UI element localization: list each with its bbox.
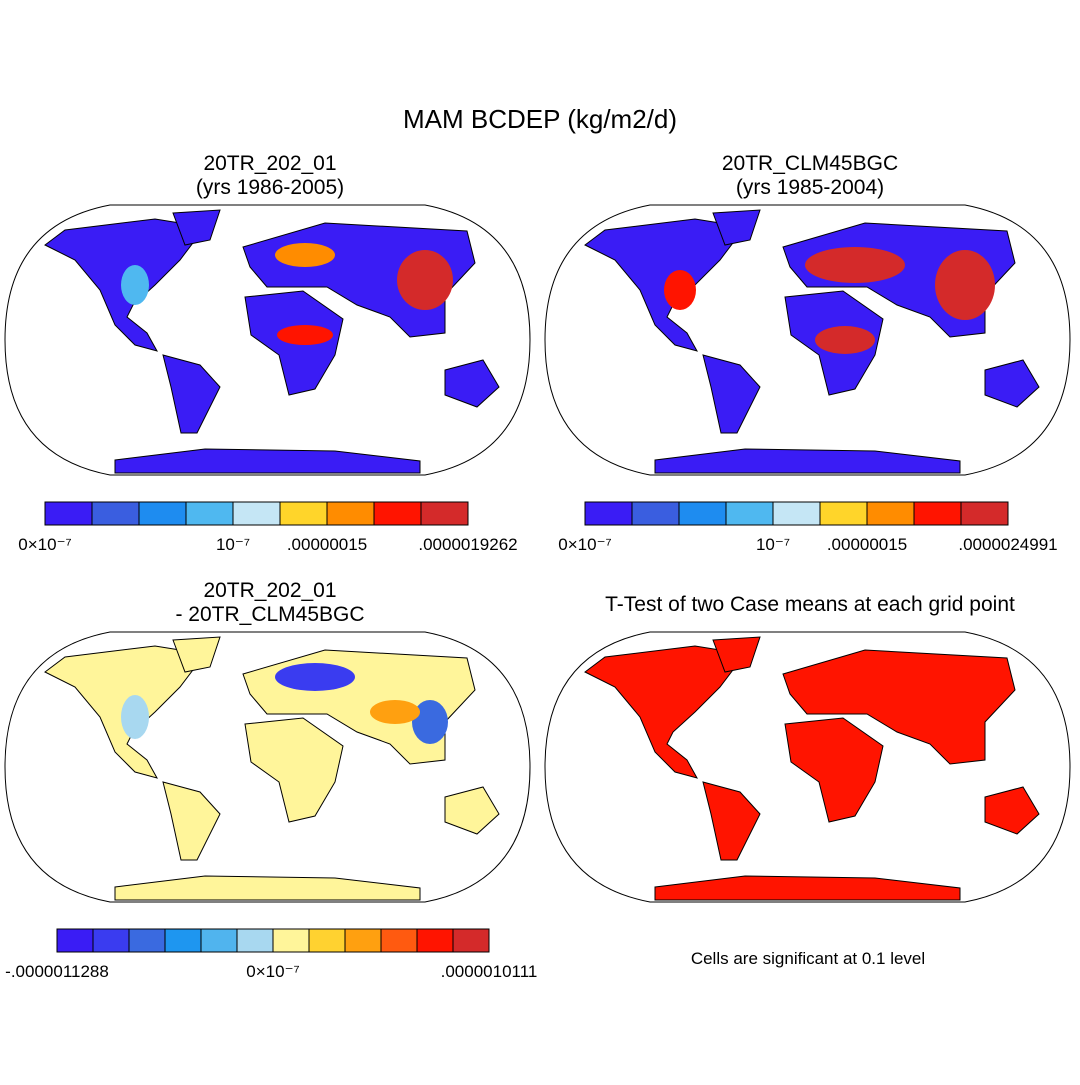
colorbar-box [344, 928, 382, 953]
colorbar-label: .00000015 [827, 535, 907, 554]
land [584, 636, 1040, 901]
colorbar-box [819, 501, 868, 526]
colorbar-label: 0×10⁻⁷ [558, 535, 611, 554]
colorbar-box [960, 501, 1009, 526]
colorbar-box [678, 501, 727, 526]
colorbar-label: 10⁻⁷ [216, 535, 250, 554]
colorbar-box [236, 928, 274, 953]
colorbar-box [913, 501, 962, 526]
panel-title: 20TR_CLM45BGC [722, 152, 898, 175]
hotspot [664, 270, 696, 310]
colorbar-box [308, 928, 346, 953]
hotspot [397, 250, 453, 310]
hotspot [805, 247, 905, 283]
hotspot [277, 325, 333, 345]
colorbar-box [92, 928, 130, 953]
colorbar-box [373, 501, 422, 526]
colorbar-box [584, 501, 633, 526]
land [44, 636, 500, 901]
hotspot [370, 700, 420, 724]
colorbar-box [44, 501, 93, 526]
panel-title: 20TR_202_01 [203, 579, 336, 602]
colorbar-label: 10⁻⁷ [756, 535, 790, 554]
map-border [544, 204, 1071, 476]
colorbar-box [91, 501, 140, 526]
colorbar-label: -.0000011288 [5, 962, 109, 981]
land [44, 209, 500, 474]
panel-title: (yrs 1986-2005) [196, 176, 344, 199]
colorbar-box [725, 501, 774, 526]
colorbar-label: .00000015 [287, 535, 367, 554]
colorbar-box [416, 928, 454, 953]
map-border [4, 204, 531, 476]
map-border [4, 631, 531, 903]
colorbar-box [866, 501, 915, 526]
land [584, 209, 1040, 474]
panel-title: T-Test of two Case means at each grid po… [605, 593, 1015, 616]
hotspot [935, 250, 995, 320]
colorbar-box [420, 501, 469, 526]
map-panel [544, 631, 1071, 903]
colorbar-box [164, 928, 202, 953]
colorbar-box [232, 501, 281, 526]
hotspot [275, 663, 355, 691]
map-panel [4, 204, 531, 476]
colorbar-box [272, 928, 310, 953]
colorbar-label: .0000019262 [418, 535, 517, 554]
colorbar-box [200, 928, 238, 953]
hotspot [815, 326, 875, 354]
colorbar-box [380, 928, 418, 953]
panel-note: Cells are significant at 0.1 level [691, 949, 925, 968]
hotspot [275, 243, 335, 267]
panel-title: 20TR_202_01 [203, 152, 336, 175]
colorbar-box [56, 928, 94, 953]
colorbar-box [185, 501, 234, 526]
colorbar-box [452, 928, 490, 953]
colorbar-box [631, 501, 680, 526]
hotspot [121, 265, 149, 305]
panel-title: (yrs 1985-2004) [736, 176, 884, 199]
colorbar-box [138, 501, 187, 526]
colorbar-box [326, 501, 375, 526]
hotspot [121, 695, 149, 739]
panel-title: - 20TR_CLM45BGC [175, 603, 364, 626]
colorbar-label: .0000024991 [958, 535, 1057, 554]
colorbar-box [128, 928, 166, 953]
map-border [544, 631, 1071, 903]
map-panel [4, 631, 531, 903]
map-panel [544, 204, 1071, 476]
colorbar-label: 0×10⁻⁷ [18, 535, 71, 554]
hotspot [412, 700, 448, 744]
colorbar-label: .0000010111 [441, 962, 538, 981]
colorbar-box [279, 501, 328, 526]
colorbar-box [772, 501, 821, 526]
figure-title: MAM BCDEP (kg/m2/d) [403, 104, 677, 134]
colorbar-label: 0×10⁻⁷ [246, 962, 299, 981]
